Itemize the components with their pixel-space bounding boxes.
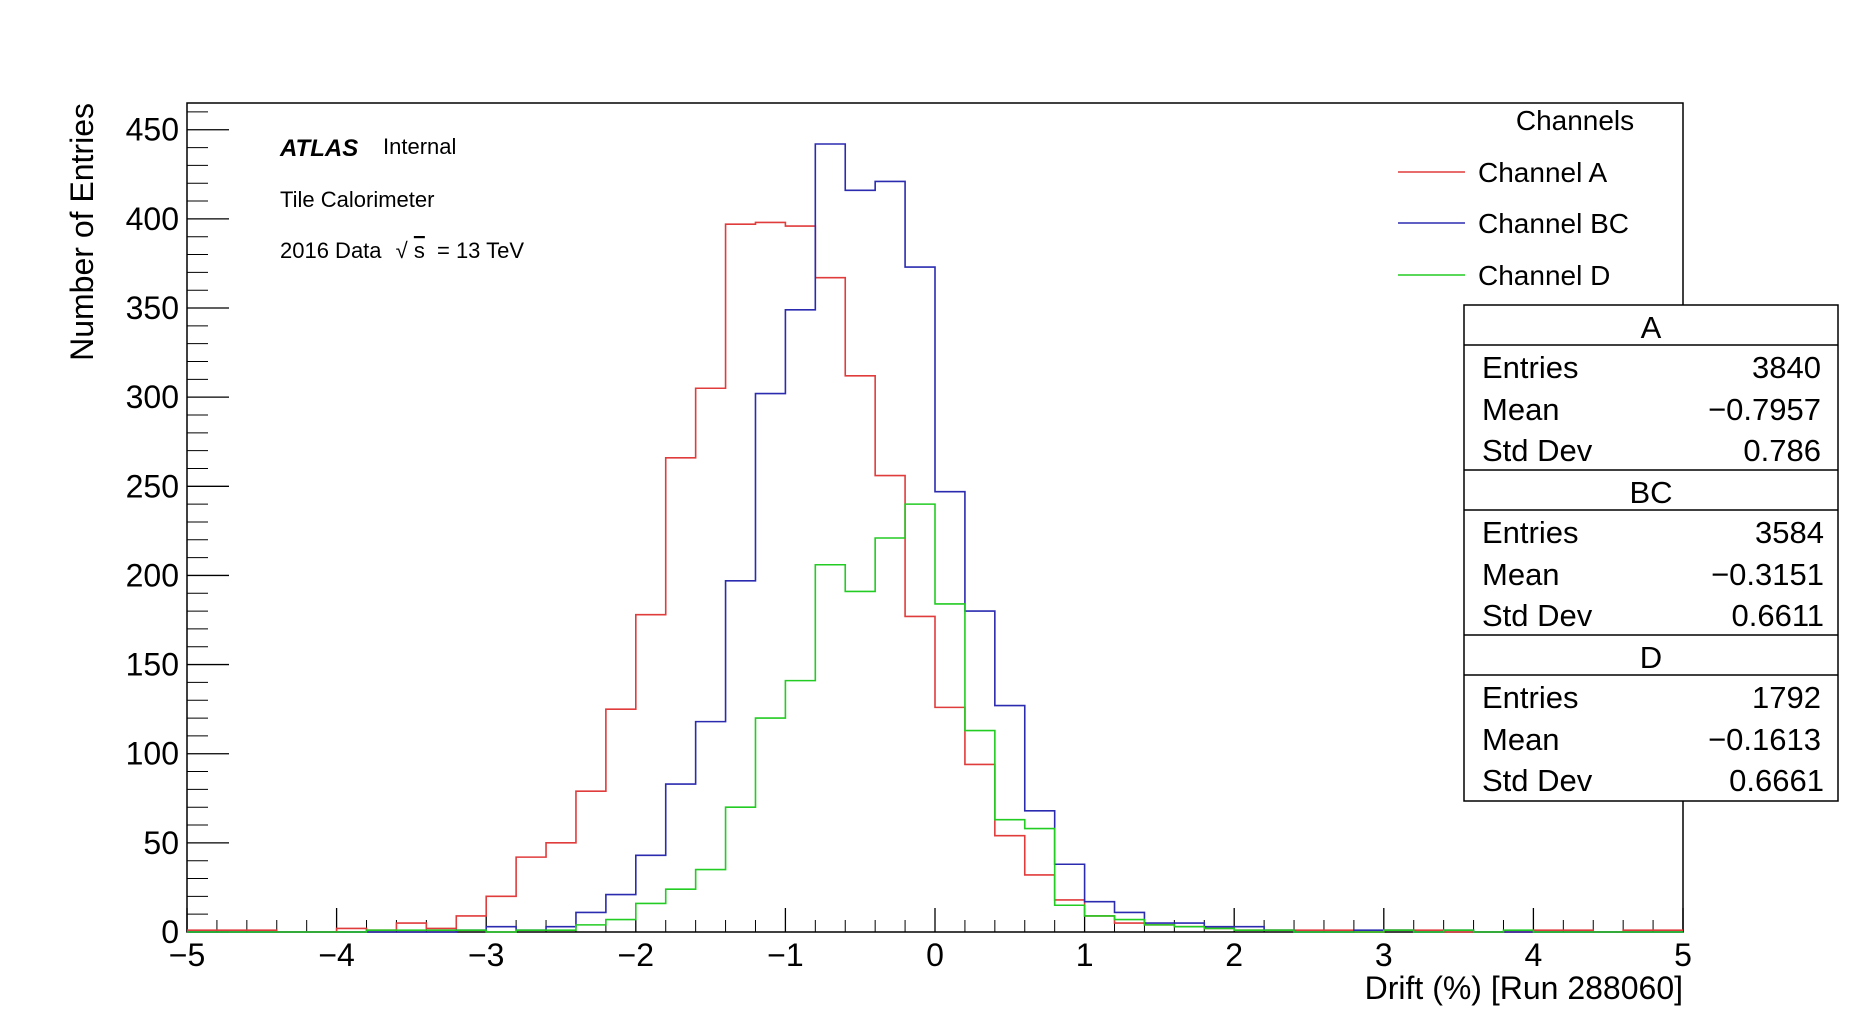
y-tick-label: 350 bbox=[126, 290, 179, 326]
y-tick-label: 50 bbox=[143, 825, 179, 861]
histogram-channel-bc bbox=[187, 143, 1683, 933]
stats-value-std-d: 0.6661 bbox=[1729, 763, 1824, 798]
y-axis-title: Number of Entries bbox=[64, 103, 100, 361]
y-tick-label: 450 bbox=[126, 112, 179, 148]
x-axis-title: Drift (%) [Run 288060] bbox=[1365, 970, 1683, 1006]
stats-title-a: A bbox=[1641, 310, 1662, 345]
stats-label-mean-bc: Mean bbox=[1482, 557, 1560, 592]
histogram-channel-d bbox=[187, 503, 1683, 933]
stats-frame bbox=[1463, 304, 1839, 802]
sqrt-symbol: √ bbox=[396, 238, 409, 263]
stats-box: A Entries 3840 Mean −0.7957 Std Dev 0.78… bbox=[1463, 304, 1839, 802]
x-tick-label: −3 bbox=[468, 937, 504, 973]
y-tick-label: 100 bbox=[126, 736, 179, 772]
legend-label-channel-bc: Channel BC bbox=[1478, 208, 1629, 239]
y-tick-label: 150 bbox=[126, 647, 179, 683]
x-tick-label: 4 bbox=[1525, 937, 1543, 973]
x-tick-label: −2 bbox=[618, 937, 654, 973]
x-tick-label: −4 bbox=[318, 937, 354, 973]
stats-label-entries-d: Entries bbox=[1482, 680, 1578, 715]
x-tick-label: 1 bbox=[1076, 937, 1094, 973]
energy-label: = 13 TeV bbox=[437, 238, 524, 263]
stats-value-mean-d: −0.1613 bbox=[1708, 722, 1821, 757]
stats-value-mean-a: −0.7957 bbox=[1708, 392, 1821, 427]
stats-label-std-d: Std Dev bbox=[1482, 763, 1593, 798]
stats-value-entries-d: 1792 bbox=[1752, 680, 1821, 715]
legend-label-channel-d: Channel D bbox=[1478, 260, 1610, 291]
x-tick-label: −5 bbox=[169, 937, 205, 973]
stats-title-d: D bbox=[1640, 640, 1662, 675]
y-tick-label: 200 bbox=[126, 557, 179, 593]
legend-label-channel-a: Channel A bbox=[1478, 157, 1608, 188]
stats-title-bc: BC bbox=[1629, 475, 1672, 510]
legend-title: Channels bbox=[1516, 105, 1634, 136]
histogram-series bbox=[187, 143, 1683, 933]
stats-label-std-bc: Std Dev bbox=[1482, 598, 1593, 633]
stats-value-std-bc: 0.6611 bbox=[1731, 598, 1824, 633]
data-year-label: 2016 Data bbox=[280, 238, 382, 263]
y-tick-label: 250 bbox=[126, 468, 179, 504]
stats-label-entries-bc: Entries bbox=[1482, 515, 1578, 550]
stats-label-std-a: Std Dev bbox=[1482, 433, 1593, 468]
stats-value-entries-a: 3840 bbox=[1752, 350, 1821, 385]
y-tick-label: 300 bbox=[126, 379, 179, 415]
y-tick-label: 0 bbox=[161, 914, 179, 950]
stats-label-entries-a: Entries bbox=[1482, 350, 1578, 385]
x-tick-label: 2 bbox=[1225, 937, 1243, 973]
stats-value-std-a: 0.786 bbox=[1743, 433, 1821, 468]
stats-value-mean-bc: −0.3151 bbox=[1711, 557, 1824, 592]
stats-value-entries-bc: 3584 bbox=[1755, 515, 1824, 550]
stats-label-mean-a: Mean bbox=[1482, 392, 1560, 427]
stats-label-mean-d: Mean bbox=[1482, 722, 1560, 757]
sqrt-s-symbol: s bbox=[414, 238, 425, 263]
axis-ticks: −5 −4 −3 −2 −1 0 1 2 3 4 5050100150200250300350400… bbox=[126, 111, 1692, 973]
x-tick-label: −1 bbox=[767, 937, 803, 973]
data-energy-label: 2016 Data √ s = 13 TeV bbox=[280, 238, 524, 263]
internal-label: Internal bbox=[383, 134, 456, 159]
y-tick-label: 400 bbox=[126, 201, 179, 237]
detector-label: Tile Calorimeter bbox=[280, 187, 434, 212]
atlas-label: ATLAS bbox=[279, 135, 358, 162]
x-tick-label: 3 bbox=[1375, 937, 1393, 973]
x-tick-label: 5 bbox=[1674, 937, 1692, 973]
legend: Channels Channel A Channel BC Channel D bbox=[1398, 105, 1634, 291]
x-tick-label: 0 bbox=[926, 937, 944, 973]
